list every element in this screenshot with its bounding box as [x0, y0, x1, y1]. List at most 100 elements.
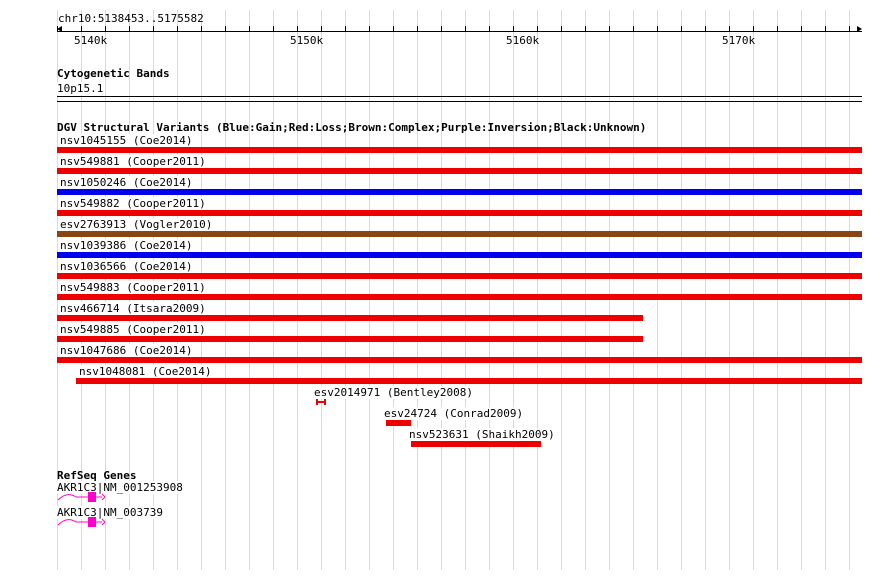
- variant-label-1[interactable]: nsv549881 (Cooper2011): [60, 155, 208, 168]
- ruler-tick-14: [393, 26, 394, 32]
- gene-label-0[interactable]: AKR1C3|NM_001253908: [57, 481, 183, 494]
- ruler-tick-30: [777, 26, 778, 32]
- ruler-tick-24: [633, 26, 634, 32]
- gridline-9: [273, 10, 274, 570]
- variant-cap-right-12: [324, 399, 326, 405]
- cytogenetic-divider-bottom: [57, 101, 862, 102]
- ruler-tick-10: [297, 26, 298, 32]
- gridline-27: [705, 10, 706, 570]
- ruler-tick-29: [753, 26, 754, 32]
- ruler-tick-11: [321, 26, 322, 32]
- gridline-8: [249, 10, 250, 570]
- ruler-tick-20: [537, 26, 538, 32]
- ruler-tick-17: [465, 26, 466, 32]
- variant-bar-9[interactable]: [57, 336, 643, 342]
- variant-label-5[interactable]: nsv1039386 (Coe2014): [60, 239, 195, 252]
- ruler-tick-5: [177, 26, 178, 32]
- gridline-33: [849, 10, 850, 570]
- ruler-tick-19: [513, 26, 514, 32]
- variant-label-8[interactable]: nsv466714 (Itsara2009): [60, 302, 208, 315]
- ruler-tick-16: [441, 26, 442, 32]
- ruler-tick-1: [81, 26, 82, 32]
- variant-label-9[interactable]: nsv549885 (Cooper2011): [60, 323, 208, 336]
- ruler-tick-8: [249, 26, 250, 32]
- variant-bar-8[interactable]: [57, 315, 643, 321]
- gridline-11: [321, 10, 322, 570]
- gridline-14: [393, 10, 394, 570]
- variant-bar-3[interactable]: [57, 210, 862, 216]
- variant-label-10[interactable]: nsv1047686 (Coe2014): [60, 344, 195, 357]
- variant-bar-1[interactable]: [57, 168, 862, 174]
- gridline-24: [633, 10, 634, 570]
- variant-bar-2[interactable]: [57, 189, 862, 195]
- gridline-31: [801, 10, 802, 570]
- ruler-tick-18: [489, 26, 490, 32]
- variant-label-11[interactable]: nsv1048081 (Coe2014): [79, 365, 214, 378]
- ruler-tick-6: [201, 26, 202, 32]
- gridline-22: [585, 10, 586, 570]
- ruler-tick-23: [609, 26, 610, 32]
- variant-cap-left-12: [316, 399, 318, 405]
- ruler-tick-label-5150k: 5150k: [290, 34, 324, 47]
- variant-label-4[interactable]: esv2763913 (Vogler2010): [60, 218, 215, 231]
- variant-label-0[interactable]: nsv1045155 (Coe2014): [60, 134, 195, 147]
- ruler-tick-label-5170k: 5170k: [722, 34, 756, 47]
- ruler-tick-28: [729, 26, 730, 32]
- ruler-tick-31: [801, 26, 802, 32]
- variant-bar-10[interactable]: [57, 357, 862, 363]
- variant-label-3[interactable]: nsv549882 (Cooper2011): [60, 197, 208, 210]
- variant-label-6[interactable]: nsv1036566 (Coe2014): [60, 260, 195, 273]
- variant-label-13[interactable]: esv24724 (Conrad2009): [384, 407, 526, 420]
- gridline-32: [825, 10, 826, 570]
- gridline-20: [537, 10, 538, 570]
- gridline-21: [561, 10, 562, 570]
- ruler-tick-label-5160k: 5160k: [506, 34, 540, 47]
- ruler-tick-32: [825, 26, 826, 32]
- variant-bar-7[interactable]: [57, 294, 862, 300]
- gridline-25: [657, 10, 658, 570]
- variant-bar-13[interactable]: [386, 420, 411, 426]
- variant-label-7[interactable]: nsv549883 (Cooper2011): [60, 281, 208, 294]
- gridline-16: [441, 10, 442, 570]
- variant-bar-6[interactable]: [57, 273, 862, 279]
- gridline-7: [225, 10, 226, 570]
- gridline-12: [345, 10, 346, 570]
- variant-bar-4[interactable]: [57, 231, 862, 237]
- coordinate-ruler[interactable]: chr10:5138453..5175582 5140k 5150k 5160k 51…: [0, 0, 890, 50]
- ruler-tick-22: [585, 26, 586, 32]
- locus-coordinate-label: chr10:5138453..5175582: [58, 12, 204, 25]
- variant-bar-14[interactable]: [411, 441, 541, 447]
- refseq-genes-title: RefSeq Genes: [57, 469, 137, 482]
- variant-label-14[interactable]: nsv523631 (Shaikh2009): [409, 428, 557, 441]
- gridline-30: [777, 10, 778, 570]
- variant-bar-0[interactable]: [57, 147, 862, 153]
- ruler-tick-13: [369, 26, 370, 32]
- gridline-19: [513, 10, 514, 570]
- ruler-tick-27: [705, 26, 706, 32]
- gridline-10: [297, 10, 298, 570]
- variant-label-2[interactable]: nsv1050246 (Coe2014): [60, 176, 195, 189]
- ruler-tick-0: [57, 26, 58, 32]
- variant-connector-12: [318, 401, 324, 403]
- ruler-axis-line: [57, 31, 862, 32]
- ruler-tick-33: [849, 26, 850, 32]
- ruler-tick-25: [657, 26, 658, 32]
- ruler-tick-4: [153, 26, 154, 32]
- gene-label-1[interactable]: AKR1C3|NM_003739: [57, 506, 163, 519]
- left-arrow-icon[interactable]: [57, 26, 62, 32]
- ruler-tick-26: [681, 26, 682, 32]
- gridline-18: [489, 10, 490, 570]
- gridline-13: [369, 10, 370, 570]
- right-arrow-icon[interactable]: [857, 26, 862, 32]
- gridline-28: [729, 10, 730, 570]
- gridline-17: [465, 10, 466, 570]
- variant-label-12[interactable]: esv2014971 (Bentley2008): [314, 386, 475, 399]
- ruler-tick-7: [225, 26, 226, 32]
- variant-bar-11[interactable]: [76, 378, 862, 384]
- ruler-tick-15: [417, 26, 418, 32]
- variant-bar-5[interactable]: [57, 252, 862, 258]
- ruler-tick-9: [273, 26, 274, 32]
- variant-bar-12[interactable]: [316, 399, 326, 405]
- ruler-tick-21: [561, 26, 562, 32]
- gene-glyph-1[interactable]: [57, 515, 106, 534]
